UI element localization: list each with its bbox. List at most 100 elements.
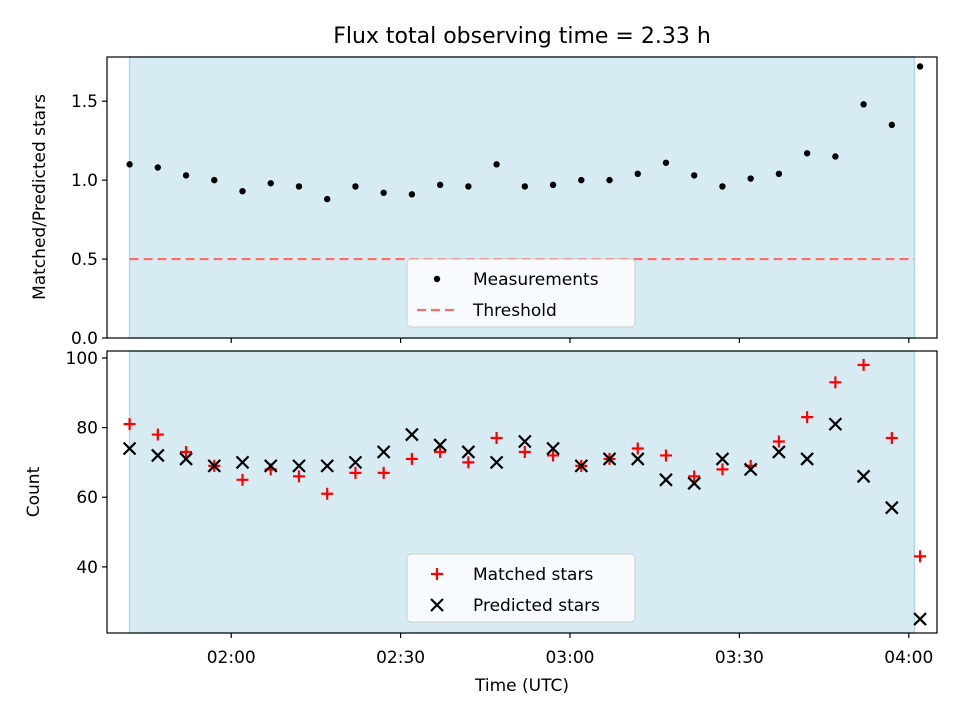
measurement-point — [775, 170, 783, 178]
measurement-point — [211, 176, 218, 184]
x-tick-label: 03:30 — [715, 648, 764, 668]
measurement-point — [239, 187, 246, 195]
measurement-point — [860, 101, 867, 108]
measurement-point — [408, 191, 416, 198]
predicted-stars-point — [122, 441, 137, 456]
matched-stars-point — [914, 550, 927, 563]
predicted-stars-point — [151, 448, 165, 463]
y-axis-label-bottom: Count — [24, 466, 44, 517]
measurement-point — [295, 183, 303, 190]
y-axis-label-top: Matched/Predicted stars — [30, 94, 50, 300]
legend-label: Matched stars — [473, 565, 593, 585]
matched-stars-point — [631, 442, 644, 455]
matched-stars-point — [321, 487, 334, 500]
predicted-stars-point — [687, 476, 701, 491]
measurement-point — [465, 183, 472, 190]
measurement-point — [436, 181, 444, 189]
predicted-stars-point — [715, 452, 730, 466]
legend-label: Threshold — [472, 301, 557, 321]
measurement-point — [154, 164, 162, 171]
y-tick-label-bottom: 100 — [66, 349, 98, 369]
legend-marker-measurements — [433, 275, 441, 283]
matched-stars-point — [377, 466, 390, 479]
axes-frame-bottom — [106, 350, 938, 634]
predicted-stars-point — [376, 445, 391, 459]
predicted-stars-point — [546, 441, 560, 456]
matched-stars-point — [180, 445, 193, 458]
matched-stars-point — [801, 411, 814, 424]
measurement-point — [324, 195, 331, 203]
legend-marker-predicted — [430, 598, 444, 612]
x-tick-label: 04:00 — [884, 648, 933, 668]
panel-top-flux-ratio: 0.0 0.5 1.0 1.5 Measurements Threshold — [71, 56, 938, 349]
y-tick-label-bottom: 80 — [76, 419, 98, 439]
matched-stars-point — [716, 463, 729, 476]
matched-stars-point — [772, 435, 785, 448]
x-axis-label: Time (UTC) — [474, 676, 569, 696]
matched-stars-point — [349, 466, 362, 479]
y-tick-label-top: 0.5 — [71, 250, 98, 270]
predicted-stars-point — [405, 427, 419, 442]
measurement-point — [803, 150, 811, 157]
matched-stars-point — [405, 452, 418, 465]
y-tick-label-top: 1.5 — [71, 92, 98, 112]
predicted-stars-point — [461, 445, 476, 459]
predicted-stars-point — [800, 452, 814, 466]
predicted-stars-point — [320, 459, 334, 473]
measurement-point — [126, 161, 133, 168]
measurement-point — [493, 161, 500, 168]
y-tick-label-top: 1.0 — [71, 171, 98, 191]
measurement-point — [747, 175, 754, 182]
y-tick-label-top: 0.0 — [71, 329, 98, 349]
predicted-stars-point — [828, 417, 843, 431]
chart-title: Flux total observing time = 2.33 h — [333, 24, 711, 49]
predicted-stars-point — [179, 452, 193, 466]
measurement-point — [352, 183, 359, 190]
matched-stars-point — [236, 473, 249, 486]
measurement-point — [888, 121, 896, 129]
measurement-point — [267, 180, 274, 187]
predicted-stars-point — [348, 455, 363, 470]
predicted-stars-point — [743, 462, 758, 477]
x-tick-label: 02:30 — [376, 648, 425, 668]
predicted-stars-point — [489, 455, 504, 470]
predicted-stars-point — [574, 459, 589, 473]
matched-stars-point — [659, 449, 672, 462]
legend-label: Measurements — [473, 270, 599, 290]
panel-bottom-star-counts: 40 60 80 100 02:00 02:30 03:00 03:30 04:00 Matche… — [66, 349, 938, 668]
predicted-stars-point — [292, 459, 306, 473]
legend-box-top — [406, 258, 636, 328]
matched-stars-point — [518, 445, 531, 458]
predicted-stars-point — [263, 459, 278, 473]
x-tick-label: 03:00 — [545, 648, 594, 668]
predicted-stars-point — [913, 612, 927, 626]
legend-marker-matched — [431, 568, 443, 580]
predicted-stars-point — [659, 473, 673, 487]
predicted-stars-point — [630, 452, 645, 466]
measurement-point — [380, 189, 387, 196]
predicted-stars-point — [856, 469, 871, 484]
predicted-stars-point — [885, 500, 899, 515]
y-tick-label-bottom: 40 — [76, 558, 98, 578]
matched-stars-point — [292, 470, 305, 483]
matched-stars-point — [434, 445, 447, 458]
measurement-point — [182, 172, 190, 179]
predicted-stars-point — [602, 452, 617, 466]
matched-stars-point — [857, 358, 870, 371]
measurement-point — [549, 181, 557, 189]
predicted-stars-point — [772, 445, 786, 459]
x-tick-label: 02:00 — [207, 648, 256, 668]
y-tick-label-bottom: 60 — [76, 488, 98, 508]
measurement-point — [719, 183, 726, 190]
matched-stars-point — [547, 449, 560, 462]
measurement-point — [634, 170, 641, 178]
measurement-point — [521, 183, 529, 190]
matched-stars-point — [885, 432, 898, 445]
measurement-point — [606, 176, 613, 184]
predicted-stars-point — [518, 434, 532, 449]
matched-stars-point — [123, 418, 136, 431]
matched-stars-point — [490, 432, 503, 445]
matched-stars-point — [829, 376, 842, 389]
legend-box-bottom — [406, 553, 636, 623]
